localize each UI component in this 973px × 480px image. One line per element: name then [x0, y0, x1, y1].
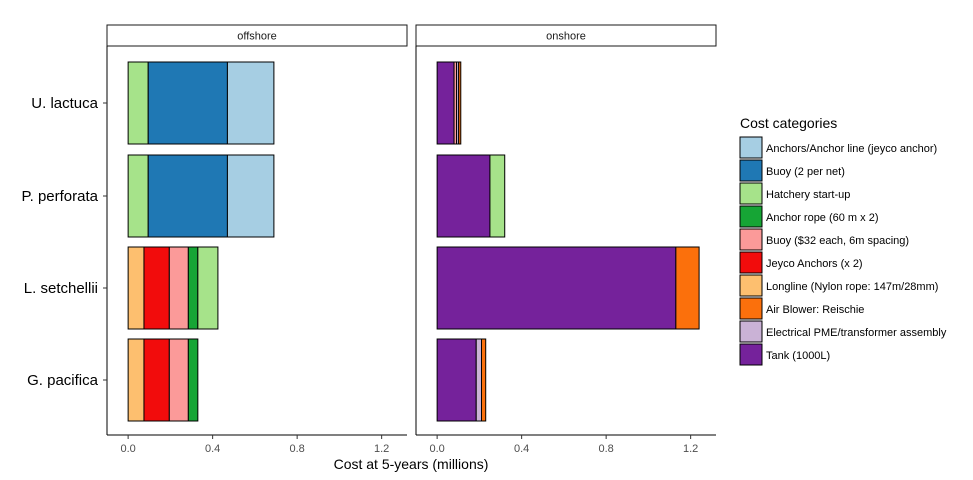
- panel-strip-offshore: [106, 24, 408, 47]
- bar-segment: [127, 338, 145, 422]
- legend-label: Electrical PME/transformer assembly: [766, 327, 947, 339]
- bar-segment: [147, 61, 228, 145]
- category-labels: U. lactuca P. perforata L. setchellii G. pa…: [22, 95, 99, 389]
- legend-label: Anchors/Anchor line (jeyco anchor): [766, 143, 937, 155]
- bar-segment: [436, 246, 677, 330]
- bar-segment: [168, 246, 189, 330]
- bar-segment: [187, 338, 199, 422]
- legend: Cost categories Anchors/Anchor line (jey…: [739, 115, 947, 366]
- category-label: L. setchellii: [24, 280, 98, 297]
- legend-label: Longline (Nylon rope: 147m/28mm): [766, 281, 938, 293]
- x-tick-label: 1.2: [683, 443, 698, 455]
- legend-key: [739, 159, 763, 182]
- bar-segment: [127, 246, 145, 330]
- x-tick-label: 0.0: [120, 443, 135, 455]
- bar-segment: [143, 338, 170, 422]
- legend-label: Buoy ($32 each, 6m spacing): [766, 235, 909, 247]
- x-tick-label: 0.0: [429, 443, 444, 455]
- category-label: U. lactuca: [31, 95, 98, 112]
- bar-segment: [480, 338, 487, 422]
- legend-key: [739, 205, 763, 228]
- bar-segment: [143, 246, 170, 330]
- legend-title: Cost categories: [740, 115, 837, 131]
- x-tick-label: 0.8: [289, 443, 304, 455]
- bar-segment: [226, 61, 275, 145]
- legend-key: [739, 274, 763, 297]
- bar-segment: [226, 154, 275, 238]
- category-label: P. perforata: [22, 188, 99, 205]
- panel-strip-label: offshore: [237, 31, 277, 43]
- bar-segment: [187, 246, 199, 330]
- legend-label: Jeyco Anchors (x 2): [766, 258, 863, 270]
- bar-segment: [127, 61, 149, 145]
- x-tick-label: 0.4: [205, 443, 220, 455]
- bar-segment: [436, 338, 477, 422]
- legend-key: [739, 182, 763, 205]
- legend-label: Anchor rope (60 m x 2): [766, 212, 879, 224]
- category-label: G. pacifica: [27, 372, 99, 389]
- panel-onshore: onshore 0.0 0.4 0.8 1.2: [415, 24, 717, 455]
- x-tick-label: 0.4: [514, 443, 529, 455]
- panel-offshore: offshore 0.0 0.4 0.8 1.2: [103, 24, 408, 455]
- x-tick-label: 0.8: [598, 443, 613, 455]
- x-axis-title: Cost at 5-years (millions): [334, 456, 489, 472]
- bar-segment: [489, 154, 506, 238]
- legend-key: [739, 251, 763, 274]
- panel-strip-label: onshore: [546, 31, 586, 43]
- bar-segment: [197, 246, 219, 330]
- legend-key: [739, 136, 763, 159]
- bar-segment: [475, 338, 482, 422]
- bar-segment: [147, 154, 228, 238]
- bar-segment: [127, 154, 149, 238]
- x-tick-label: 1.2: [374, 443, 389, 455]
- legend-label: Hatchery start-up: [766, 189, 850, 201]
- legend-key: [739, 297, 763, 320]
- legend-label: Tank (1000L): [766, 350, 830, 362]
- legend-key: [739, 320, 763, 343]
- bar-segment: [458, 61, 462, 145]
- legend-key: [739, 228, 763, 251]
- bar-segment: [436, 61, 455, 145]
- panels-layer: offshore 0.0 0.4 0.8 1.2 onshore 0.0 0.4 0.8 1.2: [103, 24, 717, 455]
- bar-segment: [168, 338, 189, 422]
- panel-strip-onshore: [415, 24, 717, 47]
- legend-label: Air Blower: Reischie: [766, 304, 864, 316]
- legend-key: [739, 343, 763, 366]
- legend-label: Buoy (2 per net): [766, 166, 845, 178]
- bar-segment: [675, 246, 700, 330]
- bar-segment: [436, 154, 491, 238]
